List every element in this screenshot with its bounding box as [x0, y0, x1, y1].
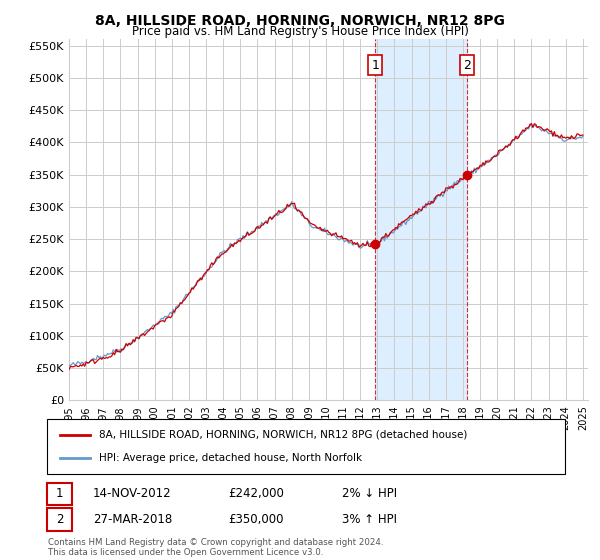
Text: 27-MAR-2018: 27-MAR-2018	[93, 513, 172, 526]
Text: 14-NOV-2012: 14-NOV-2012	[93, 487, 172, 501]
Text: 8A, HILLSIDE ROAD, HORNING, NORWICH, NR12 8PG: 8A, HILLSIDE ROAD, HORNING, NORWICH, NR1…	[95, 14, 505, 28]
Text: 1: 1	[371, 58, 379, 72]
Text: 2% ↓ HPI: 2% ↓ HPI	[342, 487, 397, 501]
Bar	[375, 39, 467, 400]
Text: HPI: Average price, detached house, North Norfolk: HPI: Average price, detached house, Nort…	[99, 453, 362, 463]
Text: 2: 2	[463, 58, 471, 72]
Text: Contains HM Land Registry data © Crown copyright and database right 2024.
This d: Contains HM Land Registry data © Crown c…	[48, 538, 383, 557]
Text: £350,000: £350,000	[228, 513, 284, 526]
Text: Price paid vs. HM Land Registry's House Price Index (HPI): Price paid vs. HM Land Registry's House …	[131, 25, 469, 38]
Text: 3% ↑ HPI: 3% ↑ HPI	[342, 513, 397, 526]
Text: 1: 1	[56, 487, 63, 501]
Text: £242,000: £242,000	[228, 487, 284, 501]
Text: 8A, HILLSIDE ROAD, HORNING, NORWICH, NR12 8PG (detached house): 8A, HILLSIDE ROAD, HORNING, NORWICH, NR1…	[99, 430, 467, 440]
Text: 2: 2	[56, 513, 63, 526]
